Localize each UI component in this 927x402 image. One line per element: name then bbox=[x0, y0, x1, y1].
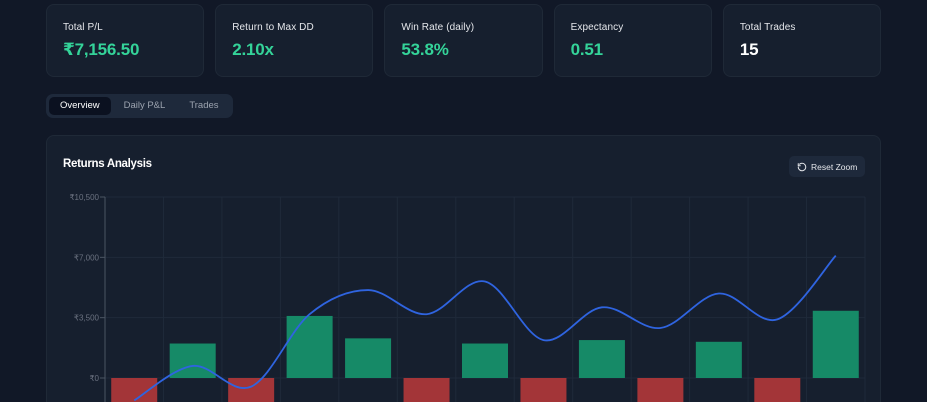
stat-card-total-pl: Total P/L ₹7,156.50 bbox=[46, 4, 205, 77]
returns-analysis-panel: ₹0 ₹3,500 ₹7,000 ₹10,500 Returns Analysis R… bbox=[46, 135, 881, 402]
bar-positive bbox=[578, 340, 625, 378]
y-tick-label: ₹10,500 bbox=[69, 193, 99, 202]
stat-value: ₹7,156.50 bbox=[63, 40, 140, 59]
stat-card-win-rate: Win Rate (daily) 53.8% bbox=[384, 4, 543, 77]
stats-row: Total P/L ₹7,156.50 Return to Max DD 2.1… bbox=[46, 4, 882, 77]
bar-negative bbox=[637, 378, 684, 402]
bar-positive bbox=[812, 310, 859, 378]
stat-value: 2.10x bbox=[232, 40, 274, 59]
bar-negative bbox=[754, 378, 801, 402]
y-tick-label: ₹7,000 bbox=[74, 253, 100, 262]
stat-value: 15 bbox=[739, 40, 759, 59]
view-tabs: Overview Daily P&L Trades bbox=[46, 94, 233, 118]
stat-value: 0.51 bbox=[570, 40, 603, 59]
tab-trades[interactable]: Trades bbox=[189, 100, 219, 111]
stat-label: Expectancy bbox=[570, 22, 624, 33]
tab-daily-pl[interactable]: Daily P&L bbox=[123, 100, 166, 111]
bar-positive bbox=[462, 343, 508, 378]
bar-positive bbox=[345, 338, 392, 378]
y-tick-label: ₹0 bbox=[89, 374, 99, 383]
stat-card-expectancy: Expectancy 0.51 bbox=[553, 4, 712, 77]
stat-card-total-trades: Total Trades 15 bbox=[722, 4, 882, 77]
stat-label: Return to Max DD bbox=[232, 22, 314, 33]
reset-zoom-button[interactable]: Reset Zoom bbox=[789, 156, 866, 177]
stat-card-return-to-max-dd: Return to Max DD 2.10x bbox=[215, 4, 374, 77]
stat-label: Total P/L bbox=[63, 22, 103, 33]
reset-zoom-label: Reset Zoom bbox=[811, 161, 858, 172]
bar-negative bbox=[111, 378, 158, 402]
stat-value: 53.8% bbox=[401, 40, 449, 59]
bar-positive bbox=[695, 341, 742, 378]
tab-overview[interactable]: Overview bbox=[49, 97, 111, 115]
bar-negative bbox=[228, 378, 275, 402]
bar-negative bbox=[520, 378, 567, 402]
rotate-ccw-icon bbox=[797, 162, 807, 171]
stat-label: Total Trades bbox=[739, 22, 796, 33]
bar-positive bbox=[169, 343, 216, 378]
panel-title: Returns Analysis bbox=[63, 158, 152, 170]
cumulative-returns-line bbox=[133, 255, 837, 402]
stat-label: Win Rate (daily) bbox=[401, 22, 475, 33]
bar-negative bbox=[403, 378, 450, 402]
bar-positive bbox=[286, 315, 333, 378]
returns-chart: ₹0 ₹3,500 ₹7,000 ₹10,500 bbox=[69, 193, 866, 402]
y-tick-label: ₹3,500 bbox=[74, 314, 100, 323]
